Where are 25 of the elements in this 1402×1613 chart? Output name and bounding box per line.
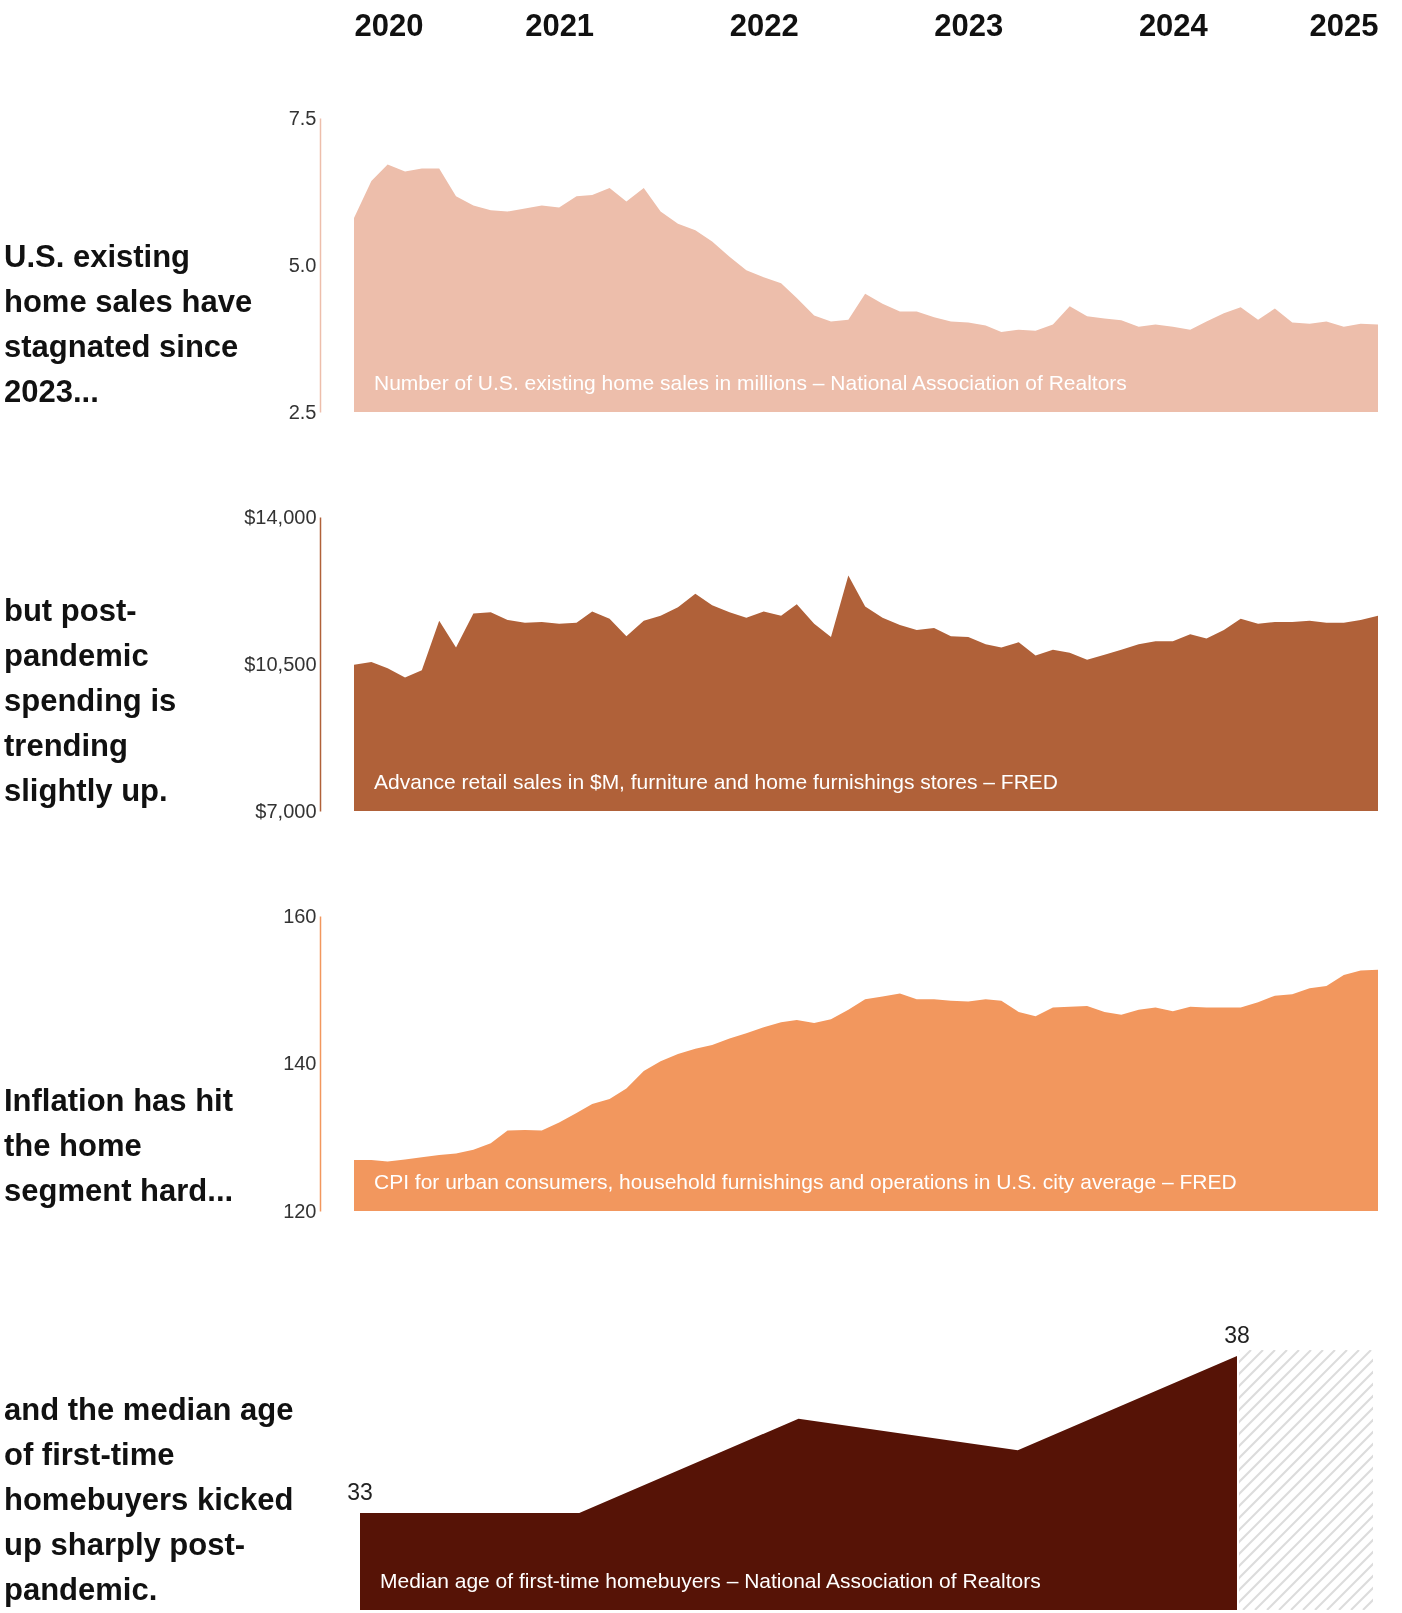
x-tick-label: 2024 <box>1138 7 1209 43</box>
data-label: 38 <box>1224 1322 1250 1348</box>
annotation: Advance retail sales in $M, furniture and home furnishings stores – FRED <box>374 770 1058 793</box>
y-tick-label: 2.5 <box>288 400 317 423</box>
y-tick-label: 140 <box>283 1052 317 1074</box>
x-tick-label: 2022 <box>729 7 799 43</box>
data-label: 33 <box>347 1479 373 1505</box>
text: Inflation has hit the home segment hard... <box>4 1082 235 1210</box>
text: and the median age of first-time homebuyers kicked up sharply post-pandemic. <box>4 1391 295 1609</box>
x-tick-label: 2020 <box>354 7 424 43</box>
text: U.S. existing home sales have stagnated since 2023... <box>4 238 254 411</box>
y-tick-label: 160 <box>283 904 317 927</box>
x-tick-label: 2021 <box>525 7 595 43</box>
y-tick-label: 5.0 <box>288 253 317 276</box>
x-tick-label: 2025 <box>1309 7 1379 43</box>
y-tick-label: $14,000 <box>244 505 317 528</box>
y-tick-label: 7.5 <box>288 106 317 129</box>
annotation: Number of U.S. existing home sales in millions – National Association of Realtors <box>374 371 1127 394</box>
y-tick-label: 120 <box>283 1199 317 1222</box>
text: but post-pandemic spending is trending slightly up. <box>4 592 178 810</box>
x-tick-label: 2023 <box>934 7 1004 43</box>
y-tick-label: $7,000 <box>255 799 317 822</box>
y-tick-label: $10,500 <box>244 652 317 675</box>
annotation: CPI for urban consumers, household furnishings and operations in U.S. city average – FRED <box>374 1170 1237 1193</box>
annotation: Median age of first-time homebuyers – National Association of Realtors <box>380 1569 1041 1592</box>
